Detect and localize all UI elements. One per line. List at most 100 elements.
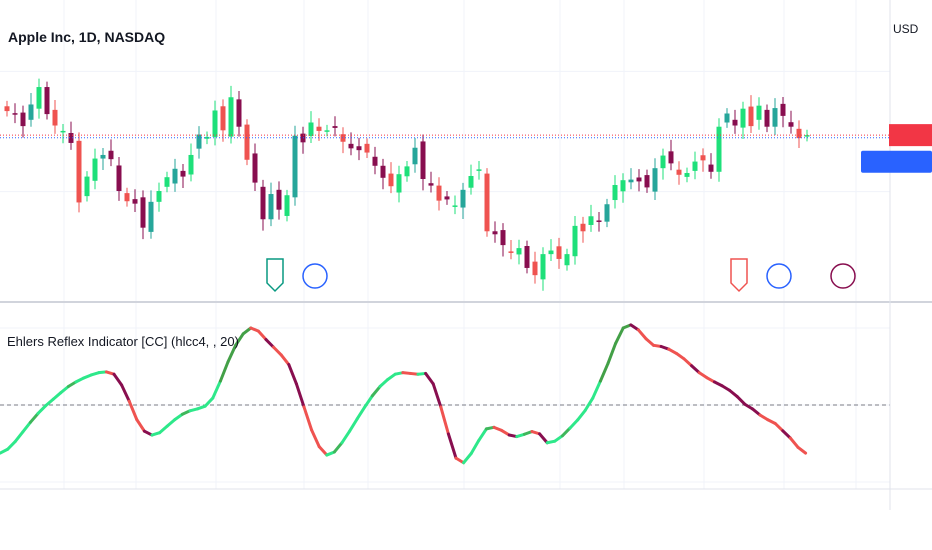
event-markers[interactable]: [266, 258, 856, 293]
indicator-segment: [697, 371, 709, 380]
candle-body: [764, 109, 770, 127]
indicator-segment: [781, 429, 792, 440]
candle-body: [156, 191, 162, 202]
indicator-segment: [370, 385, 382, 398]
candle-body: [252, 153, 258, 183]
candle-body: [724, 113, 730, 123]
candle-body: [796, 128, 802, 139]
candle-body: [532, 261, 538, 276]
candle-body: [124, 193, 130, 202]
candle-body: [676, 169, 682, 175]
grid-lines: [0, 0, 890, 489]
candle-body: [268, 194, 274, 220]
indicator-segment: [462, 452, 473, 465]
indicator-segment: [332, 441, 344, 454]
candle-body: [292, 135, 298, 198]
candle-body: [436, 185, 442, 201]
currency-label: USD: [893, 22, 919, 36]
candle-body: [564, 254, 570, 266]
price-series: [4, 78, 810, 291]
candle-body: [220, 106, 226, 131]
indicator-segment: [51, 391, 63, 401]
candle-body: [772, 108, 778, 127]
candle-body: [788, 122, 794, 127]
indicator-segment: [378, 378, 390, 389]
indicator-segment: [674, 351, 686, 361]
split-marker: [830, 263, 856, 289]
candle-body: [44, 87, 50, 115]
indicator-segment: [553, 434, 564, 443]
candle-body: [100, 154, 106, 159]
indicator-segment: [218, 360, 230, 383]
indicator-segment: [158, 424, 169, 435]
indicator-segment: [424, 371, 435, 386]
candle-body: [164, 177, 170, 187]
indicator-segment: [636, 328, 648, 341]
indicator-segment: [120, 383, 131, 403]
candle-body: [540, 254, 546, 280]
price-badges: [861, 124, 932, 173]
indicator-segment: [773, 421, 785, 433]
indicator-segment: [348, 417, 359, 433]
indicator-segment: [568, 418, 580, 430]
candle-body: [780, 103, 786, 116]
candle-body: [372, 156, 378, 166]
candle-body: [636, 177, 642, 182]
candle-body: [420, 141, 426, 179]
candle-body: [452, 205, 458, 207]
candle-body: [228, 97, 234, 137]
candle-body: [644, 175, 650, 188]
indicator-segment: [682, 357, 694, 368]
earnings-marker: [730, 258, 748, 293]
candle-body: [396, 174, 402, 193]
candle-body: [196, 134, 202, 149]
indicator-segment: [750, 407, 762, 417]
candle-body: [316, 126, 322, 131]
candle-body: [428, 183, 434, 186]
indicator-segment: [614, 326, 625, 345]
candle-body: [12, 113, 18, 115]
candle-body: [92, 158, 98, 181]
indicator-segment: [469, 438, 481, 456]
indicator-segment: [560, 426, 572, 438]
indicator-segment: [363, 394, 374, 409]
indicator-segment: [386, 372, 397, 382]
indicator-segment: [606, 341, 618, 365]
indicator-segment: [21, 420, 32, 434]
candle-body: [20, 112, 26, 127]
indicator-segment: [355, 405, 367, 421]
candle-body: [172, 168, 178, 184]
indicator-segment: [13, 430, 25, 444]
indicator-segment: [173, 412, 184, 422]
indicator-segment: [788, 436, 800, 449]
indicator-segment: [728, 388, 739, 399]
candle-body: [348, 143, 354, 149]
candle-body: [588, 216, 594, 225]
candle-body: [148, 201, 154, 232]
candle-body: [284, 195, 290, 216]
candle-body: [756, 105, 762, 120]
candle-body: [356, 146, 362, 151]
indicator-segment: [112, 372, 124, 387]
indicator-segment: [735, 395, 747, 406]
indicator-segment: [203, 396, 215, 408]
indicator-segment: [310, 428, 321, 449]
indicator-segment: [690, 364, 701, 375]
candle-body: [684, 172, 690, 177]
indicator-segment: [576, 408, 587, 422]
candle-body: [732, 119, 738, 126]
candle-body: [500, 230, 506, 246]
indicator-segment: [234, 332, 245, 347]
indicator-segment: [279, 353, 291, 367]
chart-title: Apple Inc, 1D, NASDAQ: [8, 29, 165, 45]
post-market-badge: [861, 150, 932, 173]
candle-body: [212, 110, 218, 137]
candle-body: [716, 126, 722, 172]
indicator-segment: [256, 329, 268, 342]
candle-body: [332, 126, 338, 128]
candle-body: [364, 143, 370, 153]
candle-body: [4, 106, 10, 112]
indicator-segment: [28, 411, 40, 424]
indicator-segment: [302, 405, 314, 432]
